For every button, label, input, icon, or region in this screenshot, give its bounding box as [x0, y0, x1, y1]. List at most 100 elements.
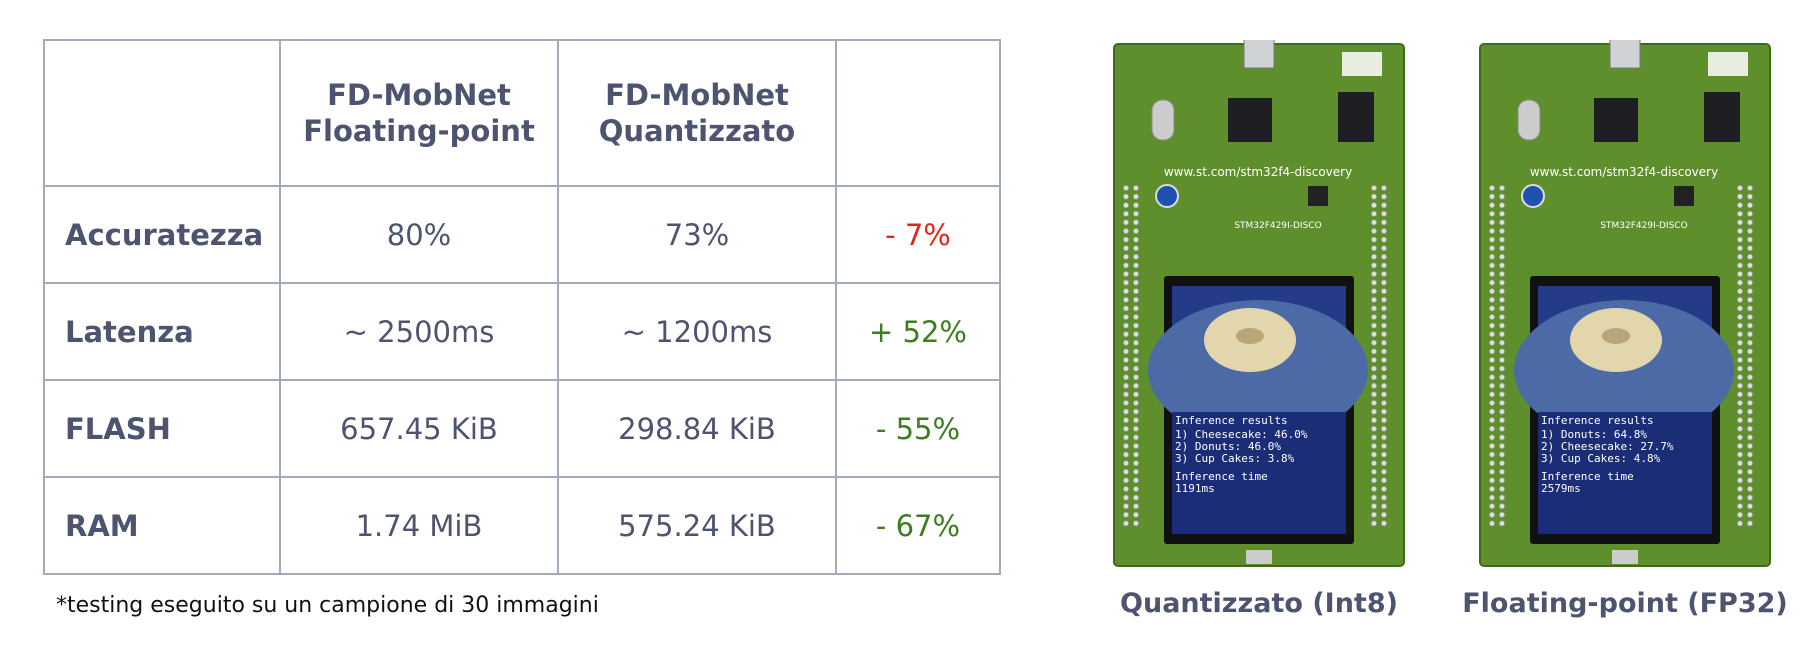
pin	[1381, 322, 1387, 329]
pin	[1747, 477, 1753, 484]
pin	[1489, 374, 1495, 381]
pin	[1133, 185, 1139, 191]
pin	[1737, 185, 1743, 191]
pin	[1123, 245, 1129, 252]
pin	[1489, 348, 1495, 355]
pin	[1499, 314, 1505, 320]
pin	[1381, 451, 1387, 458]
pin	[1737, 425, 1743, 432]
pin	[1381, 408, 1387, 415]
pin	[1371, 357, 1377, 363]
pin	[1381, 374, 1387, 381]
pin	[1499, 511, 1505, 518]
pin	[1489, 210, 1495, 217]
pin	[1737, 468, 1743, 475]
header-cell: FD-MobNet Quantizzato	[557, 39, 837, 187]
pin	[1489, 288, 1495, 295]
pin	[1499, 468, 1505, 475]
pin	[1381, 443, 1387, 449]
pin	[1499, 357, 1505, 363]
pin	[1499, 288, 1505, 295]
pin	[1133, 486, 1139, 492]
pin	[1747, 468, 1753, 475]
pin	[1747, 202, 1753, 209]
pin	[1123, 279, 1129, 286]
pin	[1747, 210, 1753, 217]
pin	[1381, 348, 1387, 355]
pin	[1747, 331, 1753, 338]
pin	[1133, 193, 1139, 200]
pin	[1489, 503, 1495, 510]
delta-cell: - 67%	[835, 476, 1001, 575]
pin	[1371, 210, 1377, 217]
pin	[1489, 425, 1495, 432]
pin	[1499, 210, 1505, 217]
pin	[1499, 494, 1505, 501]
pin	[1499, 331, 1505, 338]
pin	[1371, 185, 1377, 191]
pin	[1133, 210, 1139, 217]
pin	[1381, 271, 1387, 277]
pin	[1133, 443, 1139, 449]
pin	[1499, 322, 1505, 329]
pin	[1737, 305, 1743, 312]
dev-board: www.st.com/stm32f4-discovery STM32F429I-D…	[1479, 40, 1771, 567]
pin	[1737, 279, 1743, 286]
pin	[1123, 417, 1129, 424]
pin	[1123, 451, 1129, 458]
pin	[1371, 193, 1377, 200]
pin	[1371, 245, 1377, 252]
pin	[1371, 365, 1377, 372]
pin	[1381, 262, 1387, 269]
pin	[1489, 494, 1495, 501]
pin	[1371, 305, 1377, 312]
crystal	[1151, 99, 1175, 141]
pin	[1123, 365, 1129, 372]
delta-cell: - 55%	[835, 379, 1001, 478]
pin	[1371, 236, 1377, 243]
pin	[1499, 348, 1505, 355]
pin	[1499, 253, 1505, 260]
pin	[1381, 520, 1387, 527]
pin	[1381, 511, 1387, 518]
pin	[1737, 382, 1743, 389]
button	[1308, 186, 1328, 206]
bottom-port	[1612, 550, 1638, 564]
board-caption: Quantizzato (Int8)	[1120, 588, 1398, 619]
pin	[1737, 296, 1743, 303]
pin	[1123, 434, 1129, 441]
pin	[1499, 262, 1505, 269]
pin	[1737, 400, 1743, 406]
pin	[1499, 185, 1505, 191]
value-cell: 80%	[279, 185, 559, 284]
pin	[1499, 391, 1505, 398]
pin	[1737, 348, 1743, 355]
pin	[1133, 520, 1139, 527]
pin	[1381, 391, 1387, 398]
pin	[1489, 400, 1495, 406]
pin	[1123, 228, 1129, 234]
pin	[1381, 400, 1387, 406]
pin	[1499, 408, 1505, 415]
pin	[1489, 262, 1495, 269]
pin	[1371, 202, 1377, 209]
pin	[1747, 322, 1753, 329]
pin	[1747, 271, 1753, 277]
comparison-table: FD-MobNet Floating-point FD-MobNet Quanti…	[43, 39, 1001, 575]
pin	[1499, 374, 1505, 381]
header-cell	[43, 39, 281, 187]
pin	[1133, 382, 1139, 389]
pin	[1499, 219, 1505, 226]
pin	[1381, 202, 1387, 209]
button	[1674, 186, 1694, 206]
pin	[1489, 417, 1495, 424]
pin	[1737, 477, 1743, 484]
pin	[1499, 443, 1505, 449]
pin	[1499, 477, 1505, 484]
pin	[1123, 477, 1129, 484]
pin	[1489, 305, 1495, 312]
pin	[1499, 228, 1505, 234]
pin	[1133, 253, 1139, 260]
pin	[1371, 219, 1377, 226]
pin	[1499, 434, 1505, 441]
